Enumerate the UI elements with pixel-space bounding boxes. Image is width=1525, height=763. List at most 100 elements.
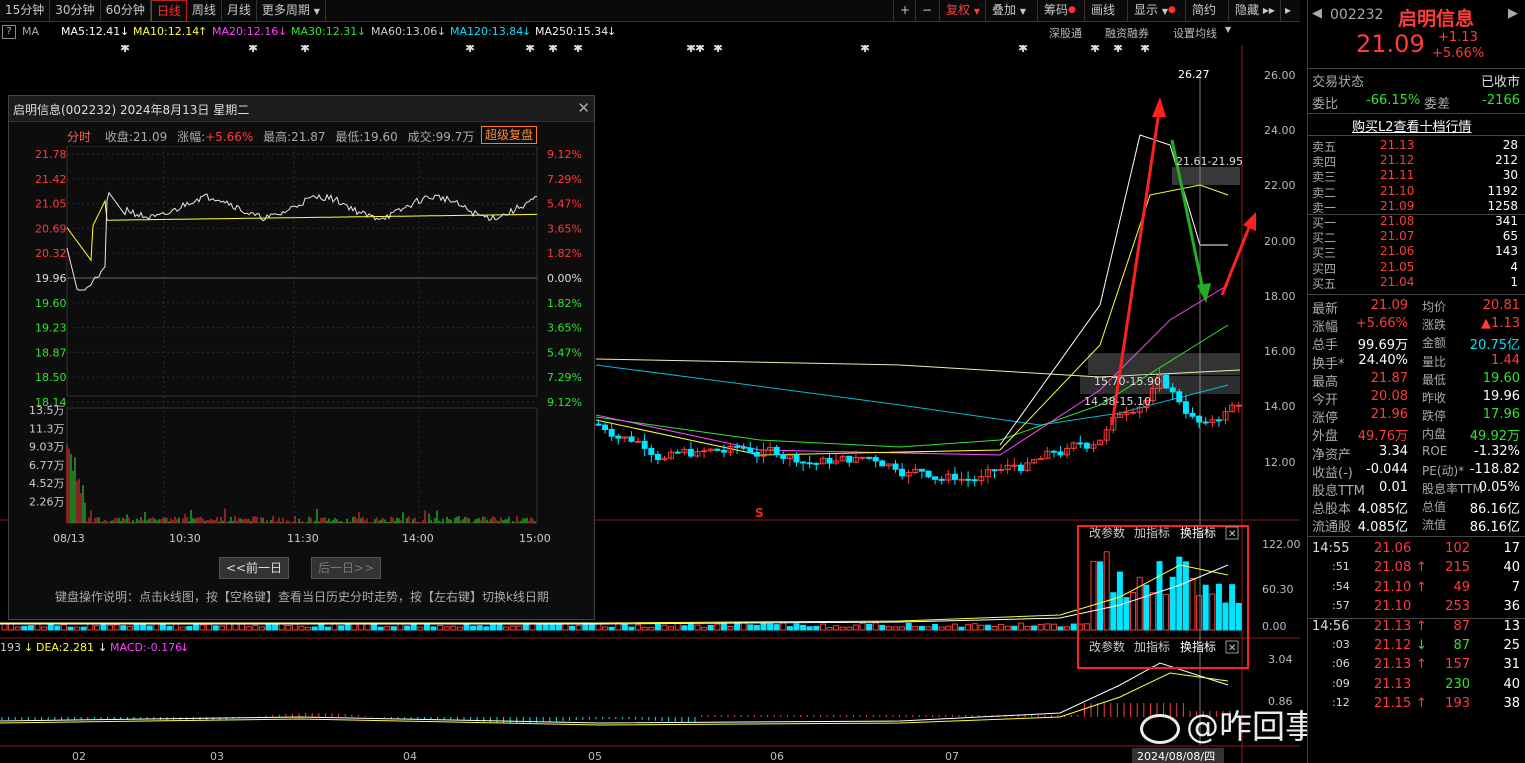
candle-body[interactable]: [1037, 457, 1044, 461]
adjust-button[interactable]: 复权 ▼: [939, 0, 986, 22]
candle-body[interactable]: [707, 448, 714, 452]
candle-body[interactable]: [998, 469, 1005, 472]
candle-body[interactable]: [1116, 413, 1123, 418]
buy-l2-link[interactable]: 购买L2查看十档行情: [1352, 120, 1472, 135]
vol-switch-indicator[interactable]: 换指标: [1180, 525, 1216, 540]
candle-body[interactable]: [846, 455, 853, 463]
orderbook-row[interactable]: 卖三 21.11 30: [1308, 168, 1525, 184]
candle-body[interactable]: [701, 450, 708, 453]
period-daily[interactable]: 日线: [150, 0, 187, 22]
link-hk-connect[interactable]: 深股通: [1049, 27, 1082, 40]
candle-body[interactable]: [1235, 404, 1242, 407]
event-star-icon[interactable]: ✱: [573, 45, 583, 55]
kline-chart[interactable]: ✱ ✱ ✱ ✱ ✱ ✱ ✱ ✱✱ ✱ ✱ ✱ ✱ ✱ ✱ 26.27 21.61-21.95 15.70-…: [0, 45, 1300, 763]
period-monthly[interactable]: 月线: [222, 0, 257, 22]
candle-body[interactable]: [674, 451, 681, 454]
candle-body[interactable]: [899, 468, 906, 477]
candle-body[interactable]: [1123, 412, 1130, 415]
candle-body[interactable]: [859, 456, 866, 459]
candle-body[interactable]: [938, 478, 945, 481]
candle-body[interactable]: [720, 449, 727, 453]
candle-body[interactable]: [1103, 429, 1110, 441]
candle-body[interactable]: [1229, 404, 1236, 413]
candle-body[interactable]: [1215, 419, 1222, 422]
help-icon[interactable]: ?: [2, 25, 16, 39]
event-star-icon[interactable]: ✱: [525, 45, 535, 55]
candle-body[interactable]: [654, 453, 661, 461]
overlay-button[interactable]: 叠加 ▼: [985, 0, 1032, 22]
link-set-ma[interactable]: 设置均线: [1173, 27, 1217, 40]
candle-body[interactable]: [800, 461, 807, 464]
candle-body[interactable]: [615, 435, 622, 439]
candle-body[interactable]: [826, 457, 833, 464]
period-weekly[interactable]: 周线: [187, 0, 222, 22]
macd-close-icon[interactable]: ✕: [1225, 640, 1239, 654]
candle-body[interactable]: [635, 440, 642, 443]
vol-close-icon[interactable]: ✕: [1225, 526, 1239, 540]
candle-body[interactable]: [1070, 442, 1077, 449]
candle-body[interactable]: [925, 470, 932, 478]
event-star-icon[interactable]: ✱: [248, 45, 258, 55]
candle-body[interactable]: [760, 449, 767, 457]
candle-body[interactable]: [1057, 451, 1064, 456]
prev-day-button[interactable]: <<前一日: [219, 557, 289, 579]
candle-body[interactable]: [852, 456, 859, 463]
candle-body[interactable]: [912, 468, 919, 473]
vol-add-indicator[interactable]: 加指标: [1134, 525, 1170, 540]
intraday-chart[interactable]: 21.78 9.12% 21.42 7.29% 21.05 5.47% 20.69 3.65%…: [9, 146, 596, 576]
next-stock-icon[interactable]: ▶: [1508, 6, 1518, 21]
candle-body[interactable]: [1090, 444, 1097, 449]
candle-body[interactable]: [1163, 374, 1170, 389]
candle-body[interactable]: [668, 451, 675, 459]
candle-body[interactable]: [1064, 447, 1071, 456]
candle-body[interactable]: [1130, 411, 1137, 414]
collapse-panel-button[interactable]: ▸: [1280, 0, 1300, 22]
period-60min[interactable]: 60分钟: [101, 0, 151, 22]
orderbook-row[interactable]: 卖二 21.10 1192: [1308, 184, 1525, 200]
candle-body[interactable]: [905, 471, 912, 477]
draw-line-button[interactable]: 画线: [1084, 0, 1121, 22]
event-star-icon[interactable]: ✱: [1090, 45, 1100, 55]
candle-body[interactable]: [1176, 391, 1183, 403]
macd-switch-indicator[interactable]: 换指标: [1180, 639, 1216, 654]
candle-body[interactable]: [806, 462, 813, 465]
candle-body[interactable]: [839, 455, 846, 462]
event-star-icon[interactable]: ✱: [1140, 45, 1150, 55]
next-day-button[interactable]: 后一日>>: [311, 557, 381, 579]
candle-body[interactable]: [773, 446, 780, 456]
candle-body[interactable]: [687, 448, 694, 457]
orderbook-row[interactable]: 买三 21.06 143: [1308, 244, 1525, 260]
event-star-icon[interactable]: ✱: [695, 45, 705, 55]
candle-body[interactable]: [872, 456, 879, 462]
candle-body[interactable]: [793, 454, 800, 463]
candle-body[interactable]: [1222, 411, 1229, 421]
candle-body[interactable]: [1196, 415, 1203, 423]
display-button[interactable]: 显示 ▼●: [1127, 0, 1182, 22]
candle-body[interactable]: [866, 456, 873, 459]
candle-body[interactable]: [694, 451, 701, 457]
candle-body[interactable]: [740, 446, 747, 449]
candle-body[interactable]: [1209, 419, 1216, 424]
candle-body[interactable]: [1083, 442, 1090, 449]
candle-body[interactable]: [595, 423, 602, 426]
orderbook-row[interactable]: 买二 21.07 65: [1308, 229, 1525, 245]
candle-body[interactable]: [951, 473, 958, 480]
candle-body[interactable]: [932, 476, 939, 480]
candle-body[interactable]: [648, 447, 655, 455]
candle-body[interactable]: [681, 448, 688, 453]
candle-body[interactable]: [1182, 401, 1189, 414]
candle-body[interactable]: [892, 463, 899, 470]
candle-body[interactable]: [786, 454, 793, 459]
candle-body[interactable]: [1004, 464, 1011, 471]
event-star-icon[interactable]: ✱: [300, 45, 310, 55]
candle-body[interactable]: [780, 454, 787, 459]
candle-body[interactable]: [608, 428, 615, 437]
orderbook-row[interactable]: 卖一 21.09 1258: [1308, 199, 1525, 215]
candle-body[interactable]: [1097, 439, 1104, 446]
candle-body[interactable]: [714, 448, 721, 451]
popup-close-icon[interactable]: ✕: [577, 99, 590, 117]
candle-body[interactable]: [945, 473, 952, 481]
candle-body[interactable]: [1189, 412, 1196, 417]
vol-change-params[interactable]: 改参数: [1089, 525, 1125, 540]
orderbook-row[interactable]: 卖四 21.12 212: [1308, 153, 1525, 169]
